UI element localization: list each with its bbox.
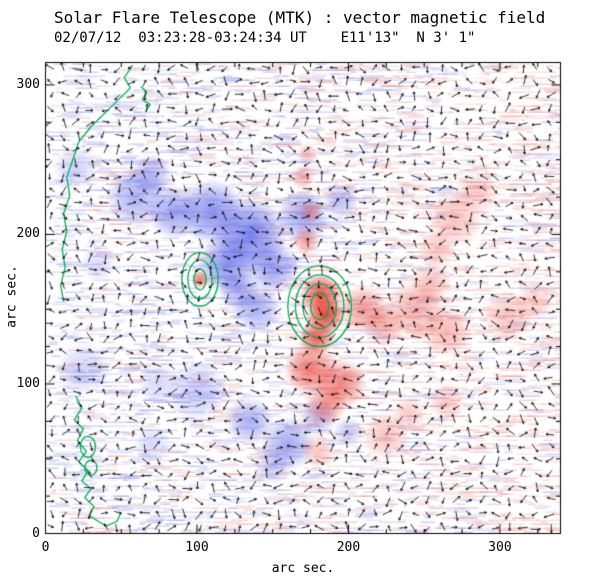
y-tick-label: 0 xyxy=(32,525,40,541)
y-axis-label: arc sec. xyxy=(4,265,20,328)
plot-subtitle-datetime: 02/07/12 03:23:28-03:24:34 UT E11'13" N … xyxy=(54,30,476,46)
plot-title: Solar Flare Telescope (MTK) : vector mag… xyxy=(54,8,546,27)
x-tick-label: 0 xyxy=(41,540,50,555)
y-tick-label: 200 xyxy=(16,226,40,242)
x-tick-label: 300 xyxy=(488,540,512,555)
y-tick-label: 100 xyxy=(16,375,40,391)
x-tick-label: 200 xyxy=(336,540,361,555)
y-tick-label: 300 xyxy=(16,76,40,92)
x-tick-label: 100 xyxy=(185,540,209,555)
x-axis-label: arc sec. xyxy=(271,561,335,576)
